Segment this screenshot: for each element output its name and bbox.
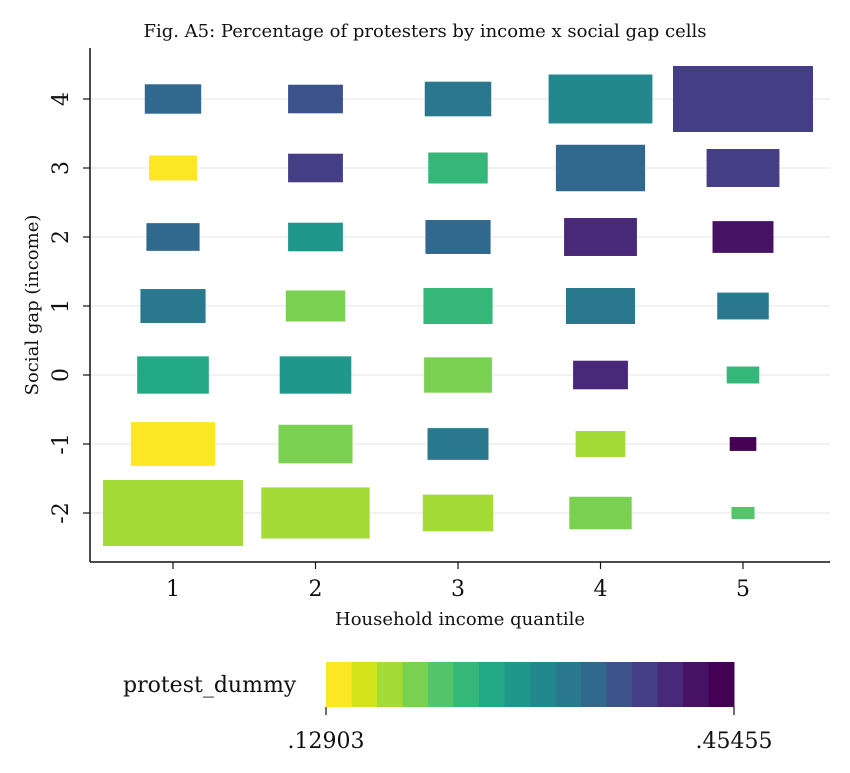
y-tick-label: 0 [49,368,74,382]
legend-swatch [708,662,735,707]
legend-swatch [632,662,658,707]
y-tick-label: -2 [49,502,74,523]
heatmap-cell [285,290,346,322]
x-tick-label: 2 [309,577,323,602]
legend-swatch [683,662,709,707]
x-tick-label: 5 [736,577,750,602]
axes: 1 2 3 4 5 4 3 2 1 0 -1 -2 [49,48,830,602]
heatmap-cell [726,366,760,384]
heatmap-cell [427,428,489,460]
y-tick-label: 2 [49,230,74,244]
heatmap-cell [146,223,200,251]
legend-min-label: .12903 [288,729,365,754]
legend-swatch [555,662,582,707]
legend-swatches [325,662,735,715]
legend-swatch [351,662,378,707]
heatmap-cell [575,431,626,457]
heatmap-cell [729,437,757,451]
legend-swatch [453,662,480,707]
heatmap-cell [261,487,370,539]
heatmap-cell [130,422,216,466]
heatmap-cell [149,155,197,181]
y-tick-label: 3 [49,161,74,175]
heatmap-cell [137,356,209,394]
x-axis-label: Household income quantile [335,609,585,630]
heatmap-cell [717,292,769,320]
legend-swatch [606,662,633,707]
heatmap-cell [103,480,243,546]
legend-swatch [326,662,352,707]
heatmap-cell [140,289,206,323]
legend-max-label: .45455 [696,729,773,754]
color-legend: protest_dummy .12903 .45455 [123,662,772,754]
cell-rects [103,66,813,546]
heatmap-cell [288,84,343,114]
y-tick-label: 4 [49,92,74,106]
legend-swatch [530,662,556,707]
legend-swatch [402,662,429,707]
y-tick-label: 1 [49,299,74,313]
y-tick-label: -1 [49,433,74,454]
legend-swatch [479,662,505,707]
y-axis-label: Social gap (income) [22,215,43,396]
heatmap-cell [279,356,352,394]
legend-title: protest_dummy [123,673,297,698]
heatmap-cell [673,66,813,132]
legend-swatch [581,662,607,707]
legend-swatch [657,662,684,707]
heatmap-cell [425,220,491,254]
heatmap-cell [424,357,492,393]
heatmap-cell [424,81,492,117]
heatmap-cell [564,218,637,256]
heatmap-cell [288,222,343,252]
heatmap-cell [548,74,653,124]
heatmap-cell [565,287,636,325]
heatmap-cell [144,84,202,114]
legend-swatch [428,662,454,707]
heatmap-cell [569,496,632,530]
x-tick-label: 4 [594,577,608,602]
heatmap-cell [731,506,755,520]
chart-title: Fig. A5: Percentage of protesters by inc… [143,21,706,42]
heatmap-cell [555,144,646,192]
heatmap-cell [423,287,493,325]
x-tick-label: 3 [451,577,465,602]
heatmap-cell [706,149,780,187]
heatmap-cell [278,424,353,464]
legend-swatch [377,662,403,707]
x-tick-label: 1 [166,577,180,602]
heatmap-cell [288,153,343,183]
heatmap-cell [712,221,774,253]
heatmap-cell [428,152,488,184]
legend-swatch [504,662,531,707]
heatmap-cell [573,360,628,390]
heatmap-cell [422,494,494,532]
